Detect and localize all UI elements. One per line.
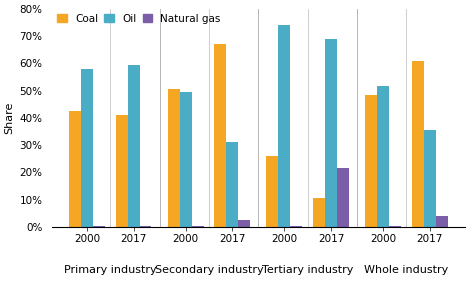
Bar bbox=[81, 69, 93, 227]
Bar bbox=[389, 226, 401, 227]
Bar bbox=[69, 111, 81, 227]
Bar bbox=[291, 226, 302, 227]
Bar bbox=[412, 61, 424, 227]
Bar bbox=[424, 130, 436, 227]
Y-axis label: Share: Share bbox=[4, 102, 14, 134]
Bar bbox=[337, 168, 349, 227]
Bar bbox=[266, 156, 278, 227]
Text: Tertiary industry: Tertiary industry bbox=[262, 265, 354, 275]
Bar bbox=[191, 226, 203, 227]
Bar bbox=[278, 25, 291, 227]
Bar bbox=[180, 92, 191, 227]
Bar bbox=[325, 39, 337, 227]
Bar bbox=[377, 86, 389, 227]
Bar bbox=[168, 89, 180, 227]
Bar bbox=[214, 44, 226, 227]
Bar bbox=[116, 115, 128, 227]
Text: Whole industry: Whole industry bbox=[365, 265, 448, 275]
Bar bbox=[139, 226, 152, 227]
Bar bbox=[436, 216, 448, 227]
Legend: Coal, Oil, Natural gas: Coal, Oil, Natural gas bbox=[55, 12, 223, 26]
Text: Primary industry: Primary industry bbox=[64, 265, 156, 275]
Bar bbox=[93, 226, 105, 227]
Text: Secondary industry: Secondary industry bbox=[155, 265, 263, 275]
Bar bbox=[313, 198, 325, 227]
Bar bbox=[226, 142, 238, 227]
Bar bbox=[128, 65, 139, 227]
Bar bbox=[238, 220, 250, 227]
Bar bbox=[365, 95, 377, 227]
